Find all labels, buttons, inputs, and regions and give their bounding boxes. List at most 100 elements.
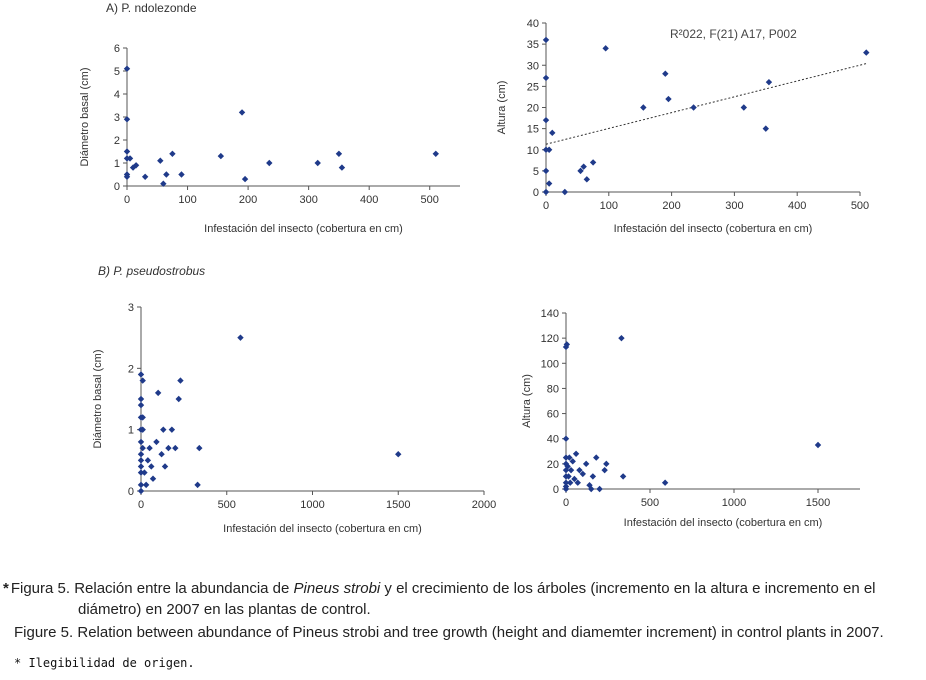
data-point (395, 451, 402, 458)
data-point (266, 159, 273, 167)
data-point (137, 451, 145, 458)
x-tick-label: 500 (641, 497, 659, 509)
data-point (137, 395, 145, 403)
x-tick-label: 2000 (472, 499, 496, 511)
x-tick-label: 100 (178, 194, 196, 206)
data-point (144, 457, 152, 464)
data-point (593, 454, 600, 461)
data-point (665, 95, 672, 103)
y-tick-label: 15 (527, 124, 539, 136)
data-point (160, 426, 167, 433)
data-point (177, 377, 184, 384)
data-point (562, 435, 570, 442)
x-tick-label: 400 (360, 194, 378, 206)
y-tick-label: 20 (547, 459, 559, 471)
data-point (123, 65, 131, 72)
x-tick-label: 1000 (722, 497, 746, 509)
caption-es-line2: diámetro) en 2007 en las plantas de cont… (78, 601, 371, 618)
data-point (569, 458, 576, 465)
chart-b-left: 0 1 2 3 0 500 1000 1500 2000 Infestación del inse… (92, 302, 496, 535)
data-point (141, 469, 148, 476)
x-tick-label: 300 (299, 194, 317, 206)
data-point (137, 487, 145, 495)
data-point (662, 70, 669, 77)
panel-b-label: B) P. pseudostrobus (98, 264, 205, 278)
data-point (137, 438, 145, 446)
data-point (574, 479, 581, 486)
data-point (545, 180, 553, 187)
data-point (237, 334, 244, 341)
y-tick-label: 35 (527, 39, 539, 51)
x-tick-label: 300 (725, 200, 743, 212)
data-point (142, 481, 150, 489)
y-tick-label: 0 (114, 181, 120, 193)
y-tick-label: 120 (541, 333, 559, 345)
caption-es-part2: y el crecimiento de los árboles (increme… (380, 580, 876, 597)
y-tick-label: 5 (114, 66, 120, 78)
data-point (583, 176, 591, 183)
data-point (601, 466, 608, 474)
data-point (563, 341, 571, 348)
data-point (640, 104, 647, 111)
data-point (139, 414, 146, 421)
chart-b-right: 0 20 40 60 80 100 120 140 0 500 1000 1500 Infestació… (521, 308, 860, 529)
caption-es-part1: Figura 5. Relación entre la abundancia d… (10, 580, 294, 597)
y-axis-label: Diámetro basal (cm) (92, 349, 104, 448)
data-point (139, 444, 146, 452)
data-point (542, 167, 550, 175)
data-point (542, 116, 550, 124)
data-point (549, 129, 556, 137)
y-tick-label: 1 (128, 425, 134, 437)
x-axis-label: Infestación del insecto (cobertura en cm… (614, 223, 813, 235)
x-tick-label: 0 (563, 497, 569, 509)
x-axis-label: Infestación del insecto (cobertura en cm… (204, 223, 403, 235)
x-tick-label: 500 (218, 499, 236, 511)
data-point (149, 475, 157, 482)
data-point (137, 481, 145, 489)
data-point (577, 167, 584, 175)
y-tick-label: 1 (114, 158, 120, 170)
data-point (148, 463, 155, 470)
data-point (596, 485, 603, 493)
data-point (562, 454, 570, 461)
data-point (564, 463, 571, 470)
y-tick-label: 140 (541, 308, 559, 320)
data-point (602, 45, 609, 52)
y-tick-label: 6 (114, 43, 120, 55)
x-tick-label: 0 (138, 499, 144, 511)
data-point (765, 78, 773, 86)
data-point (126, 155, 134, 162)
y-tick-label: 40 (527, 18, 539, 30)
data-point (196, 444, 203, 452)
y-tick-label: 80 (547, 383, 559, 395)
y-tick-label: 2 (114, 135, 120, 147)
data-point (137, 401, 145, 409)
y-axis-label: Diámetro basal (cm) (79, 67, 91, 166)
data-point (194, 481, 201, 489)
chart-a-left: 0 1 2 3 4 5 6 0 100 200 300 400 500 Infestación del i… (79, 43, 460, 235)
data-point (178, 171, 185, 178)
data-point (154, 389, 162, 397)
x-tick-label: 0 (124, 194, 130, 206)
data-point (338, 164, 346, 171)
data-point (158, 451, 165, 458)
y-tick-label: 3 (114, 112, 120, 124)
data-point (582, 460, 590, 468)
data-point (241, 175, 249, 183)
y-tick-label: 0 (553, 484, 559, 496)
data-point (165, 444, 172, 452)
data-point (153, 438, 160, 446)
x-tick-label: 500 (421, 194, 439, 206)
caption-english: Figure 5. Relation between abundance of … (14, 624, 884, 641)
data-point (576, 466, 583, 474)
data-point (545, 146, 553, 153)
data-point (618, 334, 625, 342)
data-point (132, 162, 140, 169)
data-point (542, 36, 550, 44)
data-point (661, 479, 669, 486)
data-point (172, 444, 179, 452)
data-point (562, 479, 570, 486)
data-point (123, 148, 131, 155)
y-tick-label: 3 (128, 302, 134, 314)
trendline (545, 63, 867, 145)
